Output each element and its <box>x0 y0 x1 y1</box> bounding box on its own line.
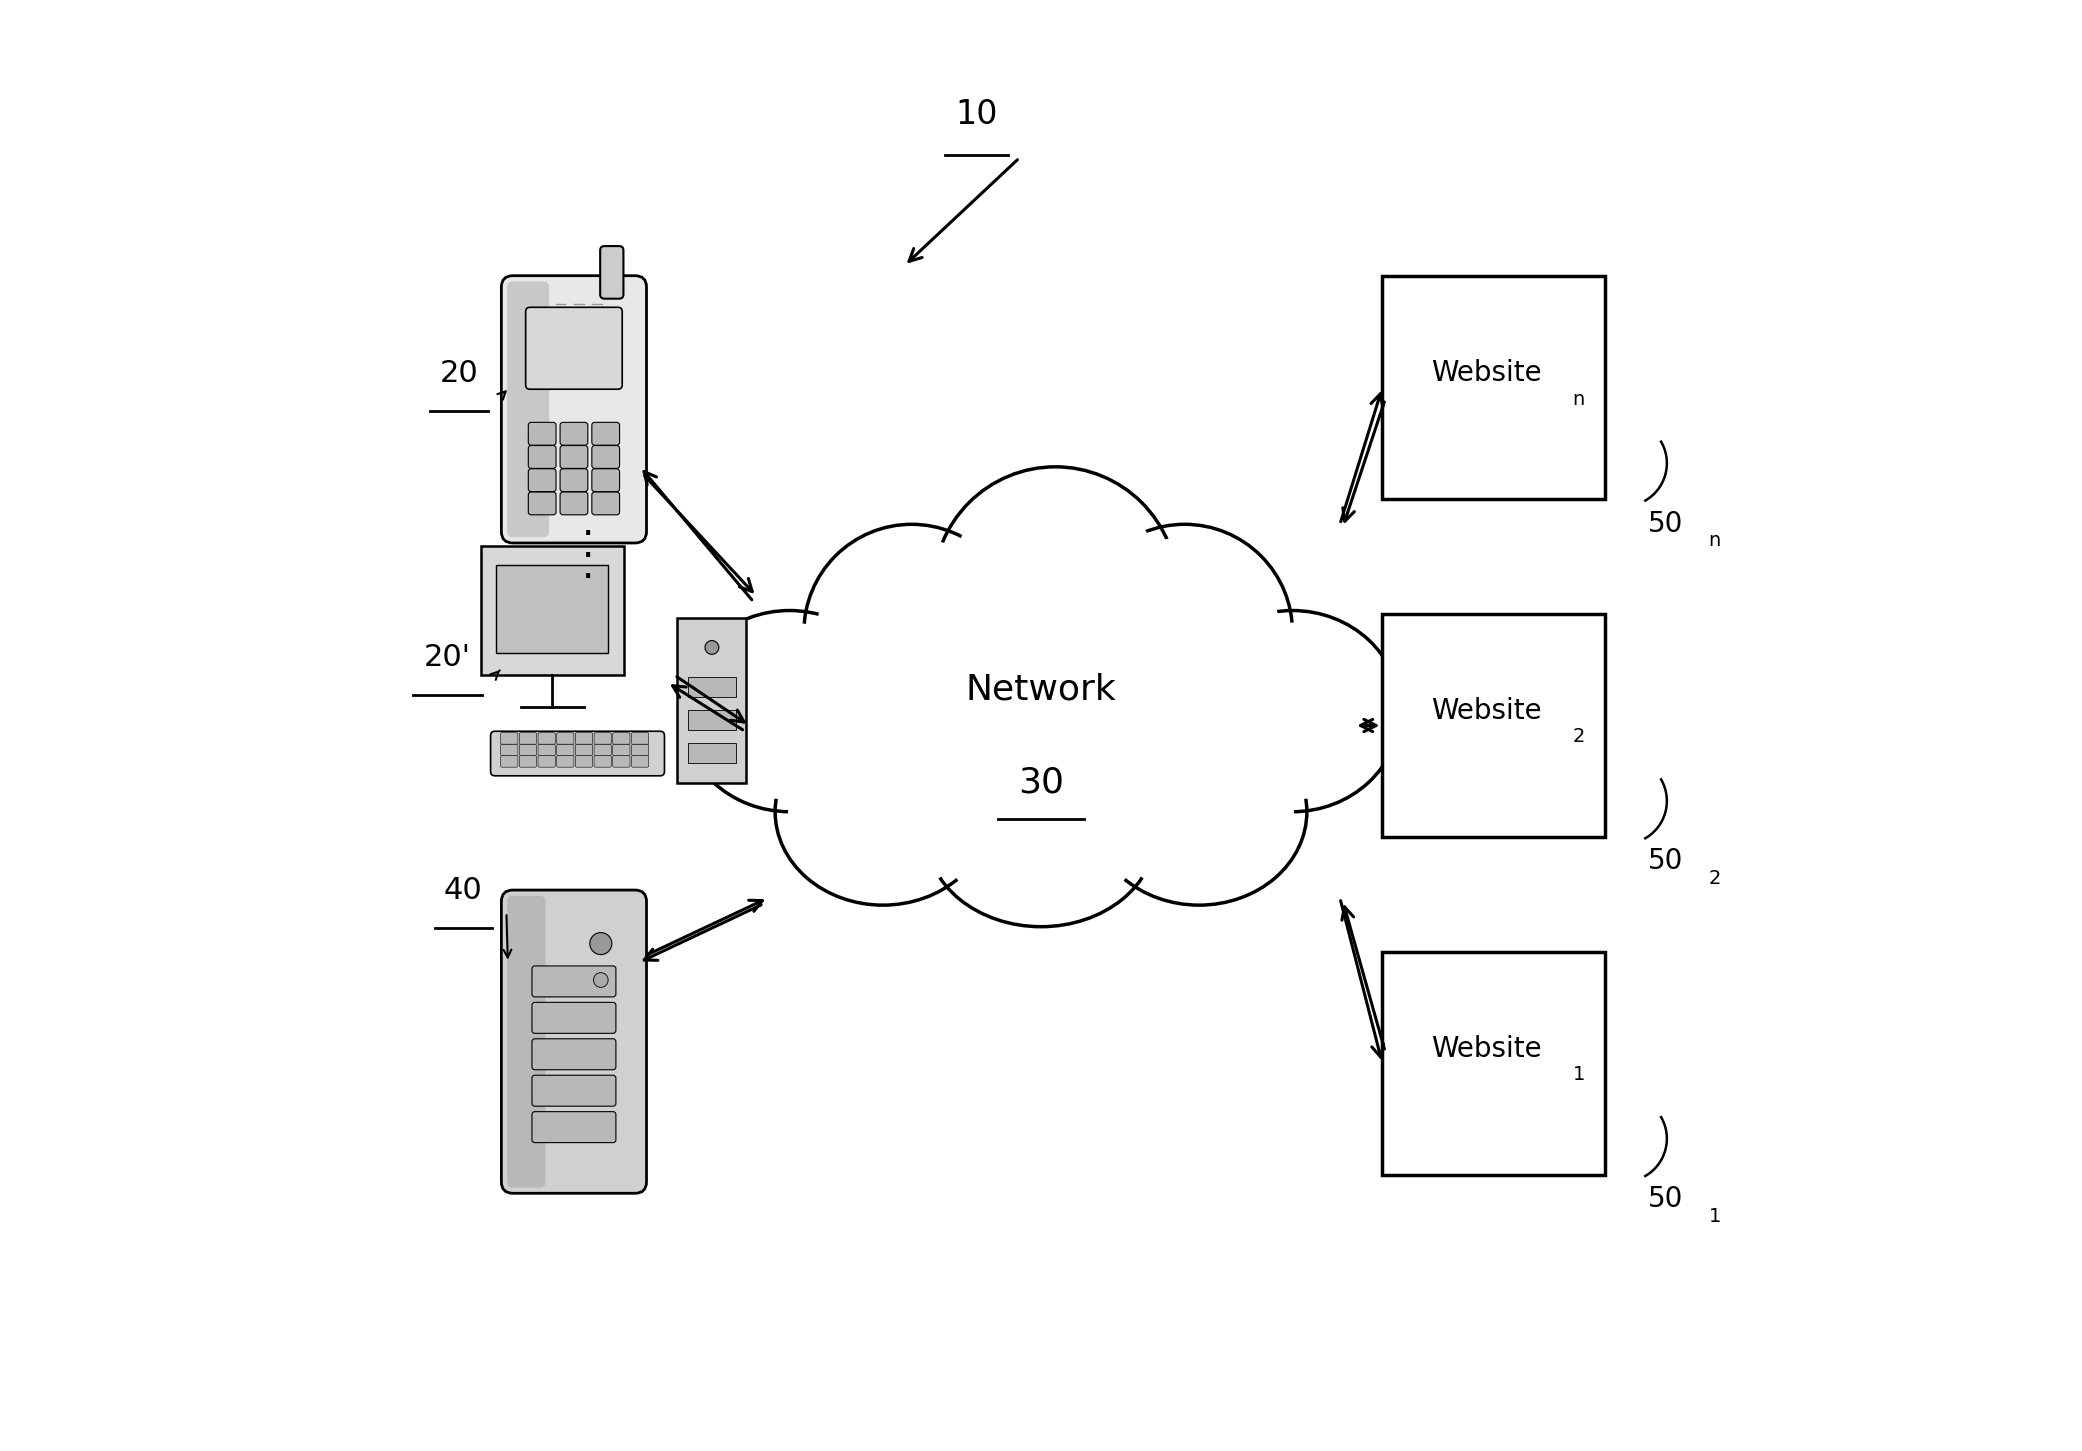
FancyBboxPatch shape <box>687 711 737 730</box>
Text: Website: Website <box>1430 696 1543 726</box>
Ellipse shape <box>947 482 1164 696</box>
Text: Website: Website <box>1430 360 1543 387</box>
Text: 50: 50 <box>1649 847 1684 875</box>
Text: .: . <box>583 527 595 564</box>
Text: n: n <box>1572 390 1584 409</box>
FancyBboxPatch shape <box>593 756 612 768</box>
FancyBboxPatch shape <box>537 756 556 768</box>
FancyBboxPatch shape <box>631 744 650 756</box>
FancyBboxPatch shape <box>575 733 593 744</box>
Ellipse shape <box>1197 622 1387 800</box>
Text: .: . <box>583 548 595 586</box>
Ellipse shape <box>789 730 979 894</box>
FancyBboxPatch shape <box>612 744 631 756</box>
FancyBboxPatch shape <box>500 756 518 768</box>
FancyBboxPatch shape <box>687 678 737 696</box>
Text: 10: 10 <box>956 99 997 131</box>
Ellipse shape <box>933 467 1178 711</box>
FancyBboxPatch shape <box>525 308 623 389</box>
Text: 40: 40 <box>443 876 483 905</box>
FancyBboxPatch shape <box>593 744 612 756</box>
Text: 20': 20' <box>425 643 471 672</box>
FancyBboxPatch shape <box>556 744 575 756</box>
Text: 1: 1 <box>1709 1207 1722 1226</box>
Text: 50: 50 <box>1649 1185 1684 1213</box>
FancyBboxPatch shape <box>537 733 556 744</box>
FancyBboxPatch shape <box>533 1111 616 1142</box>
FancyBboxPatch shape <box>537 744 556 756</box>
FancyBboxPatch shape <box>575 744 593 756</box>
FancyBboxPatch shape <box>518 744 537 756</box>
FancyBboxPatch shape <box>508 895 545 1187</box>
FancyBboxPatch shape <box>481 546 625 675</box>
FancyBboxPatch shape <box>529 492 556 515</box>
Circle shape <box>589 933 612 955</box>
FancyBboxPatch shape <box>677 618 745 784</box>
Ellipse shape <box>1076 524 1293 740</box>
Ellipse shape <box>1091 718 1307 905</box>
FancyBboxPatch shape <box>533 1075 616 1106</box>
FancyBboxPatch shape <box>529 445 556 469</box>
FancyBboxPatch shape <box>556 733 575 744</box>
FancyBboxPatch shape <box>631 733 650 744</box>
Text: Network: Network <box>966 673 1116 707</box>
FancyBboxPatch shape <box>687 743 737 763</box>
FancyBboxPatch shape <box>560 422 587 445</box>
FancyBboxPatch shape <box>612 733 631 744</box>
FancyBboxPatch shape <box>529 469 556 492</box>
Text: 1: 1 <box>1572 1065 1584 1084</box>
Ellipse shape <box>816 537 1006 727</box>
FancyBboxPatch shape <box>593 733 612 744</box>
FancyBboxPatch shape <box>600 247 623 299</box>
FancyBboxPatch shape <box>500 744 518 756</box>
FancyBboxPatch shape <box>491 731 664 776</box>
Text: 2: 2 <box>1572 727 1584 746</box>
FancyBboxPatch shape <box>560 445 587 469</box>
Ellipse shape <box>1103 730 1293 894</box>
FancyBboxPatch shape <box>500 733 518 744</box>
FancyBboxPatch shape <box>502 276 648 543</box>
FancyBboxPatch shape <box>591 492 620 515</box>
FancyBboxPatch shape <box>591 422 620 445</box>
FancyBboxPatch shape <box>518 756 537 768</box>
FancyBboxPatch shape <box>533 966 616 997</box>
Text: 50: 50 <box>1649 509 1684 537</box>
FancyBboxPatch shape <box>1382 952 1605 1175</box>
Text: 2: 2 <box>1709 869 1722 888</box>
FancyBboxPatch shape <box>591 469 620 492</box>
FancyBboxPatch shape <box>612 756 631 768</box>
FancyBboxPatch shape <box>529 422 556 445</box>
FancyBboxPatch shape <box>508 281 550 537</box>
FancyBboxPatch shape <box>560 492 587 515</box>
Text: 30: 30 <box>1018 766 1064 800</box>
FancyBboxPatch shape <box>533 1003 616 1033</box>
Ellipse shape <box>775 718 991 905</box>
Ellipse shape <box>804 524 1020 740</box>
FancyBboxPatch shape <box>631 756 650 768</box>
FancyBboxPatch shape <box>496 566 608 653</box>
Ellipse shape <box>681 611 897 811</box>
FancyBboxPatch shape <box>502 889 648 1193</box>
FancyBboxPatch shape <box>1382 614 1605 837</box>
Ellipse shape <box>939 752 1143 916</box>
Ellipse shape <box>695 622 885 800</box>
Ellipse shape <box>926 740 1156 927</box>
Text: .: . <box>583 505 595 543</box>
Circle shape <box>706 640 718 654</box>
Text: n: n <box>1709 531 1722 550</box>
Text: 20: 20 <box>439 358 479 387</box>
Circle shape <box>593 972 608 987</box>
FancyBboxPatch shape <box>591 445 620 469</box>
FancyBboxPatch shape <box>518 733 537 744</box>
FancyBboxPatch shape <box>533 1039 616 1069</box>
Ellipse shape <box>1089 537 1280 727</box>
Ellipse shape <box>1185 611 1401 811</box>
Text: Website: Website <box>1430 1035 1543 1062</box>
FancyBboxPatch shape <box>560 469 587 492</box>
FancyBboxPatch shape <box>575 756 593 768</box>
FancyBboxPatch shape <box>556 756 575 768</box>
Ellipse shape <box>818 553 1264 869</box>
Ellipse shape <box>845 572 1237 850</box>
FancyBboxPatch shape <box>1382 276 1605 499</box>
